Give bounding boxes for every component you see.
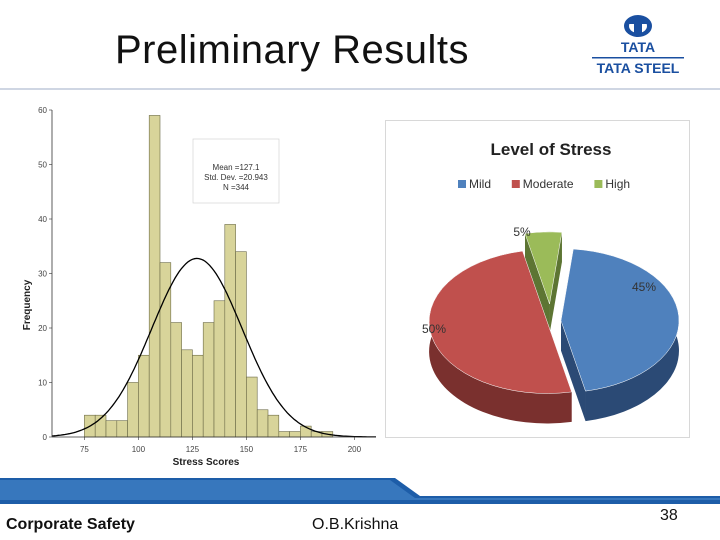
histogram-bar-145 <box>235 251 247 438</box>
x-tick-label-100: 100 <box>132 445 146 454</box>
x-tick-label-175: 175 <box>294 445 308 454</box>
pie-data-label-mild: 45% <box>632 280 656 294</box>
histogram-bar-165 <box>278 431 290 438</box>
logo-word-tata-steel: TATA STEEL <box>597 60 680 76</box>
pie-data-label-high: 5% <box>513 225 531 239</box>
x-axis-label: Stress Scores <box>173 457 240 468</box>
pie-chart: Level of Stress Mild Moderate High 45% 50% 5… <box>422 140 680 424</box>
logo-word-tata: TATA <box>621 39 655 55</box>
histogram-bar-105 <box>148 115 161 438</box>
y-tick-label-40: 40 <box>38 215 47 224</box>
histogram-bar-120 <box>181 349 193 438</box>
legend-item-mild: Mild <box>458 177 491 191</box>
tata-emblem-icon <box>624 15 652 37</box>
stat-sd: Std. Dev. =20.943 <box>204 173 268 182</box>
histogram-panel: 0 10 20 30 40 50 60 75 100 125 150 175 200 Frequenc… <box>18 100 383 468</box>
y-tick-label-50: 50 <box>38 161 47 170</box>
histogram-bar-95 <box>127 382 139 438</box>
stats-box: Mean =127.1 Std. Dev. =20.943 N =344 <box>192 138 280 204</box>
y-tick-label-30: 30 <box>38 270 47 279</box>
x-tick-label-125: 125 <box>186 445 200 454</box>
histogram-bar-100 <box>138 354 150 438</box>
y-tick-label-10: 10 <box>38 379 47 388</box>
histogram-bar-130 <box>202 322 215 438</box>
legend-item-moderate: Moderate <box>511 177 574 191</box>
histogram-bar-135 <box>213 300 226 438</box>
page-number: 38 <box>660 507 678 524</box>
tata-steel-logo: TATA TATA STEEL <box>588 10 688 80</box>
footer-department: Corporate Safety <box>6 516 135 533</box>
stat-mean: Mean =127.1 <box>213 163 260 172</box>
pie-panel: Level of Stress Mild Moderate High 45% 50% 5… <box>385 120 690 438</box>
slide-title: Preliminary Results <box>115 28 470 72</box>
pie-slice-mild <box>560 248 680 422</box>
pie-slice-high <box>524 231 563 334</box>
histogram-chart: 0 10 20 30 40 50 60 75 100 125 150 175 200 Frequenc… <box>22 106 376 468</box>
logo-divider <box>592 57 684 59</box>
histogram-bar-90 <box>116 420 128 438</box>
y-tick-label-0: 0 <box>43 433 48 442</box>
stat-n: N =344 <box>223 183 250 192</box>
histogram-bar-125 <box>192 354 204 438</box>
legend-item-high: High <box>594 177 630 191</box>
x-tick-label-75: 75 <box>80 445 89 454</box>
y-tick-label-20: 20 <box>38 324 47 333</box>
y-tick-label-60: 60 <box>38 106 47 115</box>
footer-author: O.B.Krishna <box>312 516 399 533</box>
svg-text:Mild: Mild <box>469 177 491 191</box>
svg-text:Moderate: Moderate <box>523 177 574 191</box>
pie-data-label-moderate: 50% <box>422 322 446 336</box>
x-tick-label-150: 150 <box>240 445 254 454</box>
x-tick-label-200: 200 <box>348 445 362 454</box>
pie-slice-moderate <box>429 250 572 424</box>
histogram-bar-160 <box>267 414 280 438</box>
histogram-bar-150 <box>246 376 258 438</box>
y-axis-label: Frequency <box>22 279 33 330</box>
histogram-bar-85 <box>105 420 118 438</box>
histogram-bar-140 <box>224 224 236 438</box>
histogram-bar-170 <box>289 431 301 438</box>
footer-band <box>0 478 720 504</box>
histogram-bar-155 <box>256 409 269 438</box>
histogram-bar-115 <box>170 322 182 438</box>
normal-curve <box>51 257 376 438</box>
pie-title: Level of Stress <box>491 140 612 159</box>
svg-text:High: High <box>605 177 630 191</box>
title-divider <box>0 88 720 90</box>
